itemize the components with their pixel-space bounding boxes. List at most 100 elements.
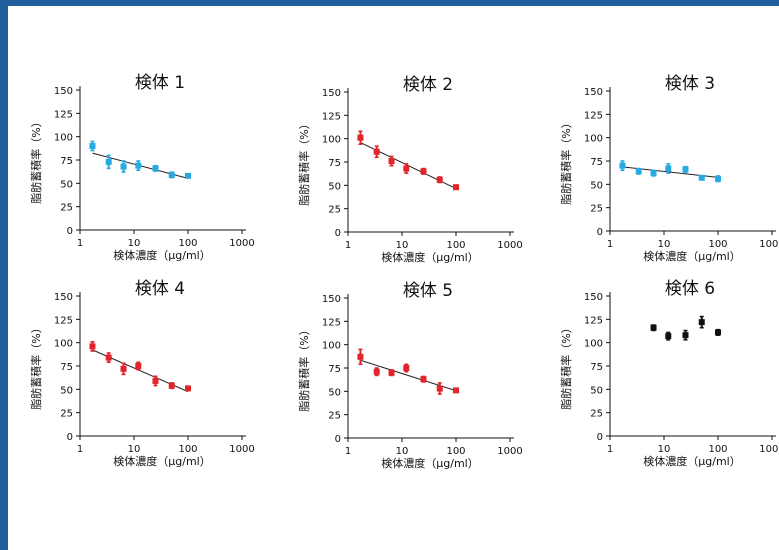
x-tick-label: 1000	[497, 240, 522, 251]
y-tick-label: 100	[322, 135, 341, 146]
y-tick-label: 100	[54, 133, 73, 144]
y-tick-label: 50	[590, 180, 603, 191]
data-point	[135, 363, 142, 369]
x-tick-label: 100	[708, 239, 727, 250]
data-point	[665, 333, 672, 340]
y-tick-label: 125	[54, 315, 73, 326]
data-point	[120, 365, 127, 372]
x-tick-label: 1	[77, 444, 83, 455]
data-point	[168, 171, 175, 178]
data-point	[698, 174, 705, 181]
x-tick-label: 1000	[497, 446, 522, 457]
data-point	[715, 329, 721, 336]
data-point	[373, 368, 380, 375]
data-point	[619, 162, 626, 169]
data-point	[89, 343, 96, 350]
y-tick-label: 0	[335, 228, 341, 239]
y-tick-label: 75	[60, 156, 73, 167]
data-point	[420, 376, 427, 383]
data-point	[453, 387, 459, 394]
chart-title: 検体 3	[665, 74, 715, 94]
data-point	[682, 332, 689, 339]
data-point	[152, 165, 159, 172]
x-tick-label: 1	[77, 238, 83, 249]
x-tick-label: 100	[446, 446, 465, 457]
data-point	[135, 162, 142, 169]
y-tick-label: 150	[584, 87, 603, 98]
y-tick-label: 0	[67, 226, 73, 237]
chart-title: 検体 5	[403, 281, 453, 301]
y-axis-label: 脂肪蓄積率（%）	[297, 324, 311, 411]
data-point	[682, 166, 689, 173]
x-tick-label: 1000	[759, 444, 779, 455]
y-tick-label: 100	[322, 341, 341, 352]
data-point	[436, 385, 443, 392]
data-point	[698, 319, 705, 326]
y-tick-label: 150	[54, 86, 73, 97]
data-point	[89, 143, 96, 149]
x-axis-label: 検体濃度（μg/ml）	[381, 456, 478, 470]
y-tick-label: 100	[584, 134, 603, 145]
data-point	[403, 165, 410, 172]
x-tick-label: 10	[128, 238, 141, 249]
y-tick-label: 25	[590, 204, 603, 215]
y-axis-label: 脂肪蓄積率（%）	[29, 322, 43, 409]
data-point	[403, 365, 410, 371]
x-axis-label: 検体濃度（μg/ml）	[381, 250, 478, 264]
data-point	[168, 382, 175, 389]
x-axis-label: 検体濃度（μg/ml）	[113, 248, 210, 262]
y-tick-label: 25	[590, 409, 603, 420]
data-point	[152, 377, 159, 384]
data-point	[373, 148, 380, 155]
y-tick-label: 0	[597, 432, 603, 443]
data-point	[715, 175, 721, 182]
y-axis-label: 脂肪蓄積率（%）	[297, 118, 311, 205]
y-tick-label: 75	[60, 362, 73, 373]
y-axis-label: 脂肪蓄積率（%）	[559, 322, 573, 409]
y-tick-label: 125	[322, 111, 341, 122]
y-tick-label: 100	[54, 339, 73, 350]
data-point	[665, 165, 672, 172]
y-tick-label: 25	[328, 205, 341, 216]
data-point	[388, 158, 395, 165]
x-tick-label: 10	[658, 239, 671, 250]
x-tick-label: 10	[658, 444, 671, 455]
data-point	[105, 354, 112, 361]
x-tick-label: 1000	[759, 239, 779, 250]
y-tick-label: 25	[60, 203, 73, 214]
data-point	[436, 176, 443, 183]
y-tick-label: 125	[584, 315, 603, 326]
data-point	[420, 168, 427, 175]
chart-title: 検体 6	[665, 279, 715, 299]
y-tick-label: 125	[54, 109, 73, 120]
data-point	[185, 172, 191, 179]
y-tick-label: 75	[590, 362, 603, 373]
y-tick-label: 150	[584, 292, 603, 303]
x-tick-label: 1	[607, 444, 613, 455]
y-tick-label: 75	[328, 364, 341, 375]
x-axis-label: 検体濃度（μg/ml）	[643, 454, 740, 468]
data-point	[650, 170, 657, 177]
y-tick-label: 125	[584, 110, 603, 121]
y-tick-label: 50	[60, 385, 73, 396]
data-point	[388, 369, 395, 376]
x-tick-label: 1000	[229, 444, 254, 455]
chart-title: 検体 1	[135, 73, 185, 93]
y-tick-label: 75	[328, 158, 341, 169]
y-tick-label: 125	[322, 317, 341, 328]
data-point	[357, 353, 364, 360]
x-axis-label: 検体濃度（μg/ml）	[113, 454, 210, 468]
chart-title: 検体 2	[403, 75, 453, 95]
chart-title: 検体 4	[135, 279, 185, 299]
y-tick-label: 50	[328, 181, 341, 192]
y-tick-label: 50	[590, 385, 603, 396]
data-point	[650, 324, 657, 331]
left-frame-bar	[0, 0, 8, 550]
x-tick-label: 1000	[229, 238, 254, 249]
data-point	[120, 163, 127, 170]
y-tick-label: 25	[60, 409, 73, 420]
y-tick-label: 50	[328, 387, 341, 398]
y-tick-label: 75	[590, 157, 603, 168]
data-point	[357, 134, 364, 141]
